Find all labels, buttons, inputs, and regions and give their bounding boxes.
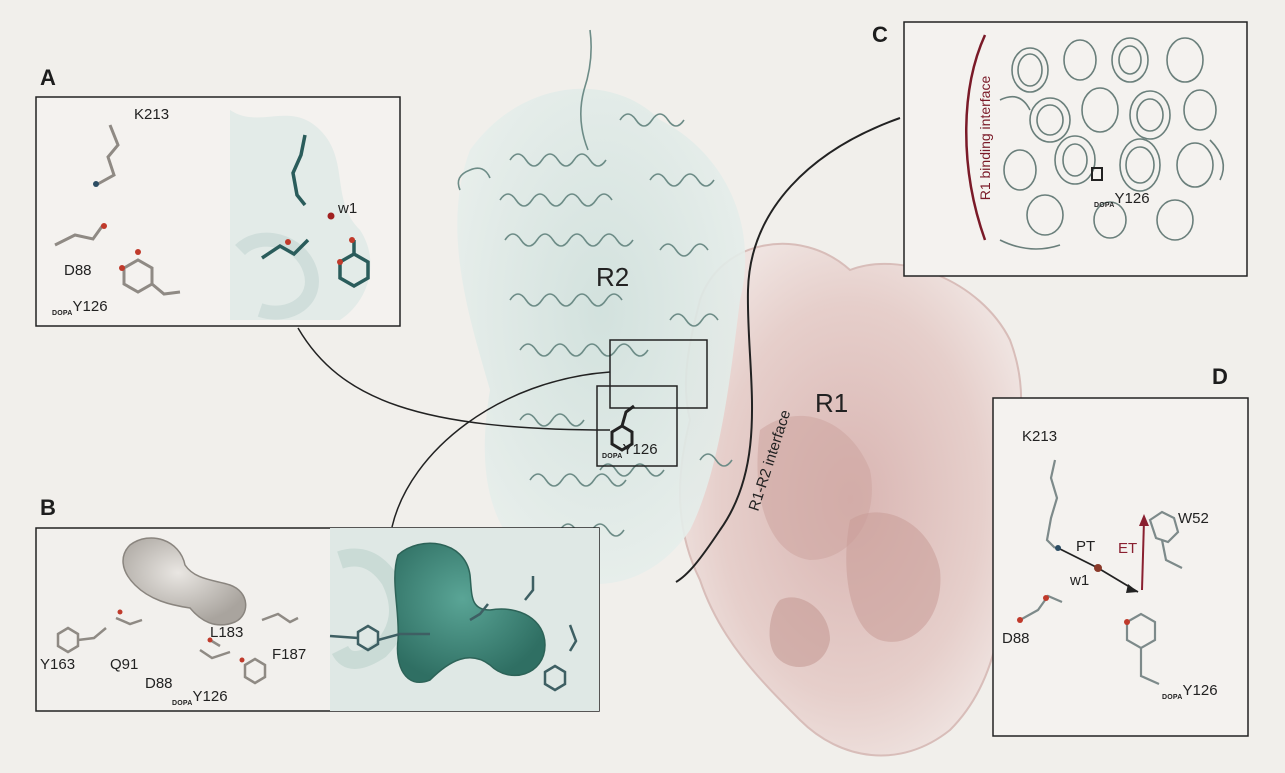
b-d88-label: D88 [145,675,173,692]
panel-d-letter: D [1212,364,1228,389]
main-y126-label: DOPAY126 [602,441,658,460]
main-dopa-structure [610,404,635,452]
d-pt-label: PT [1076,538,1096,555]
d-et-label: ET [1118,540,1138,557]
b-y163-label: Y163 [40,656,76,673]
k213-sidechain-right [291,134,307,207]
zoom-box-lower [596,385,678,467]
d-y126-label: DOPAY126 [1162,682,1218,701]
b-q91-label: Q91 [110,656,139,673]
b-f187-label: F187 [272,646,307,663]
k213-chain [1045,459,1059,549]
d88-sidechain-right [261,238,310,260]
r1-label: R1 [815,388,849,418]
c-y126-label: DOPAY126 [1094,190,1150,209]
a-k213-label: K213 [134,106,170,123]
d88-sidechain-left [54,224,105,247]
d-w1-label: w1 [1070,572,1090,589]
cavity-right [394,542,546,683]
panel-c [903,21,1248,277]
et-arrow [1141,519,1145,591]
a-w1-label: w1 [338,200,358,217]
b-y126-label: DOPAY126 [172,688,228,707]
panel-d [992,397,1249,737]
w52-ring [1148,510,1180,544]
d88-chain [1019,594,1063,621]
k213-sidechain-left [95,124,120,187]
panel-b-letter: B [40,495,56,520]
d-k213-label: K213 [1022,428,1058,445]
panel-b [35,527,600,712]
d-d88-label: D88 [1002,630,1030,647]
r1-surface [679,242,1023,757]
panel-a [35,96,401,327]
connector-a [297,327,611,431]
b-l183-label: L183 [210,624,244,641]
a-y126-label: DOPAY126 [52,298,108,317]
panel-a-letter: A [40,65,56,90]
dopa-ring-d [1125,612,1157,650]
r2-surface [457,29,746,584]
cavity-left [122,537,247,626]
w1-dot-d [1094,564,1102,572]
d-w52-label: W52 [1178,510,1209,527]
a-d88-label: D88 [64,262,92,279]
connector-b [391,371,611,528]
zoom-box-upper [609,339,708,409]
c-interface-label: R1 binding interface [977,75,993,201]
r2-label: R2 [596,262,630,292]
interface-curve [675,117,901,583]
panel-c-letter: C [872,22,888,47]
